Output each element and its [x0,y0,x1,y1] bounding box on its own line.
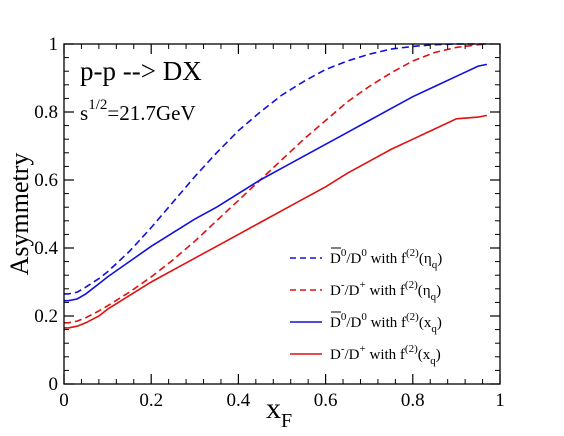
y-tick-label: 0.4 [34,238,58,259]
legend-label-1: D0/D0 with f(2)(ηq) [330,247,442,271]
series-line-1 [64,43,487,295]
x-tick-label: 0 [59,390,69,411]
x-axis-title-sub: F [281,410,292,432]
legend-label-3: D0/D0 with f(2)(xq) [330,311,442,335]
axis-tick-labels: 0 0.2 0.4 0.6 0.8 1 0 0.2 0.4 0.6 0.8 1 [34,34,505,411]
series-line-4 [64,114,488,329]
energy-value: =21.7GeV [107,101,195,125]
x-axis-title-main: x [266,392,281,425]
axis-ticks [63,43,501,385]
legend-label-4: D-/D+ with f(2)(xq) [330,343,441,367]
y-axis-title: Asymmetry [5,153,34,276]
process-annotation: p-p --> DX [80,56,202,86]
y-tick-label: 0.6 [34,170,58,191]
y-tick-label: 0 [49,374,59,395]
x-tick-label: 0.4 [227,390,251,411]
x-tick-label: 0.8 [401,390,425,411]
energy-annotation: s1/2=21.7GeV [80,97,196,125]
y-tick-label: 1 [49,34,59,55]
energy-exp: 1/2 [88,97,107,113]
legend-label-2: D-/D+ with f(2)(ηq) [330,279,441,303]
legend: D0/D0 with f(2)(ηq) D-/D+ with f(2)(ηq) D0… [290,247,442,367]
y-tick-label: 0.2 [34,306,58,327]
plot-lines [64,43,488,329]
series-line-2 [64,43,487,324]
x-tick-label: 0.6 [314,390,338,411]
y-tick-label: 0.8 [34,102,58,123]
plot-frame [63,43,501,385]
x-tick-label: 1 [495,390,505,411]
x-axis-title: xF [266,392,292,432]
x-tick-label: 0.2 [139,390,163,411]
series-line-3 [64,63,488,302]
energy-base: s [80,101,88,125]
